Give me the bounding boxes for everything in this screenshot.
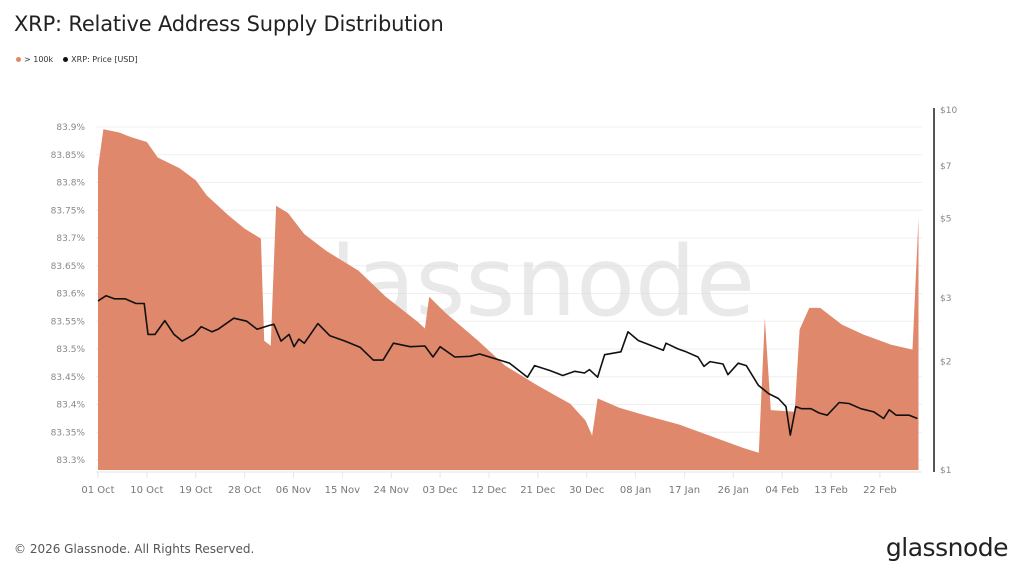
x-axis: 01 Oct 10 Oct 19 Oct 28 Oct 06 Nov 15 Nov 24 N… xyxy=(81,471,922,496)
y-left-tick-label: 83.9% xyxy=(56,123,85,133)
x-tick-label: 24 Nov xyxy=(374,485,410,496)
legend-item-price[interactable]: XRP: Price [USD] xyxy=(63,55,138,64)
x-tick-label: 17 Jan xyxy=(669,485,700,496)
supply-area-series xyxy=(98,129,919,470)
x-tick-label: 28 Oct xyxy=(228,485,261,496)
y-left-tick-label: 83.4% xyxy=(56,401,85,411)
y-right-tick-label: $3 xyxy=(940,294,951,304)
legend-dot-icon xyxy=(16,57,21,62)
x-tick-label: 21 Dec xyxy=(520,485,555,496)
x-tick-label: 03 Dec xyxy=(422,485,457,496)
x-tick-label: 12 Dec xyxy=(471,485,506,496)
x-tick-label: 01 Oct xyxy=(81,485,114,496)
y-left-tick-label: 83.3% xyxy=(56,456,85,466)
legend: > 100k XRP: Price [USD] xyxy=(16,55,138,64)
y-right-tick-label: $2 xyxy=(940,358,951,368)
y-axis-left: 83.3% 83.35% 83.4% 83.45% 83.5% 83.55% 83.6% 83… xyxy=(51,123,86,466)
y-left-tick-label: 83.75% xyxy=(51,206,86,216)
y-left-tick-label: 83.8% xyxy=(56,179,85,189)
x-tick-label: 19 Oct xyxy=(179,485,212,496)
x-tick-label: 15 Nov xyxy=(325,485,361,496)
y-left-tick-label: 83.65% xyxy=(51,262,86,272)
price-line-series xyxy=(97,294,918,436)
y-left-tick-label: 83.7% xyxy=(56,234,85,244)
copyright-text: © 2026 Glassnode. All Rights Reserved. xyxy=(14,542,255,556)
y-right-tick-label: $10 xyxy=(940,106,957,116)
y-right-tick-label: $1 xyxy=(940,466,951,476)
legend-label: XRP: Price [USD] xyxy=(71,55,138,64)
glassnode-logo: glassnode xyxy=(885,533,1009,562)
y-left-tick-label: 83.5% xyxy=(56,345,85,355)
y-right-tick-label: $7 xyxy=(940,162,951,172)
x-tick-label: 30 Dec xyxy=(569,485,604,496)
y-left-tick-label: 83.55% xyxy=(51,317,86,327)
legend-item-100k[interactable]: > 100k xyxy=(16,55,53,64)
x-tick-label: 08 Jan xyxy=(620,485,651,496)
y-left-tick-label: 83.6% xyxy=(56,290,85,300)
y-right-tick-label: $5 xyxy=(940,214,951,224)
chart-title: XRP: Relative Address Supply Distributio… xyxy=(14,12,444,36)
y-left-tick-label: 83.45% xyxy=(51,373,86,383)
y-left-tick-label: 83.85% xyxy=(51,151,86,161)
legend-label: > 100k xyxy=(24,55,54,64)
x-tick-label: 22 Feb xyxy=(863,485,897,496)
y-axis-right: $1 $2 $3 $5 $7 $10 xyxy=(940,106,957,476)
x-tick-label: 06 Nov xyxy=(276,485,312,496)
y-left-tick-label: 83.35% xyxy=(51,428,86,438)
legend-dot-icon xyxy=(63,57,69,62)
x-tick-label: 10 Oct xyxy=(130,485,163,496)
x-tick-label: 04 Feb xyxy=(765,485,799,496)
x-tick-label: 26 Jan xyxy=(718,485,749,496)
x-tick-label: 13 Feb xyxy=(814,485,848,496)
